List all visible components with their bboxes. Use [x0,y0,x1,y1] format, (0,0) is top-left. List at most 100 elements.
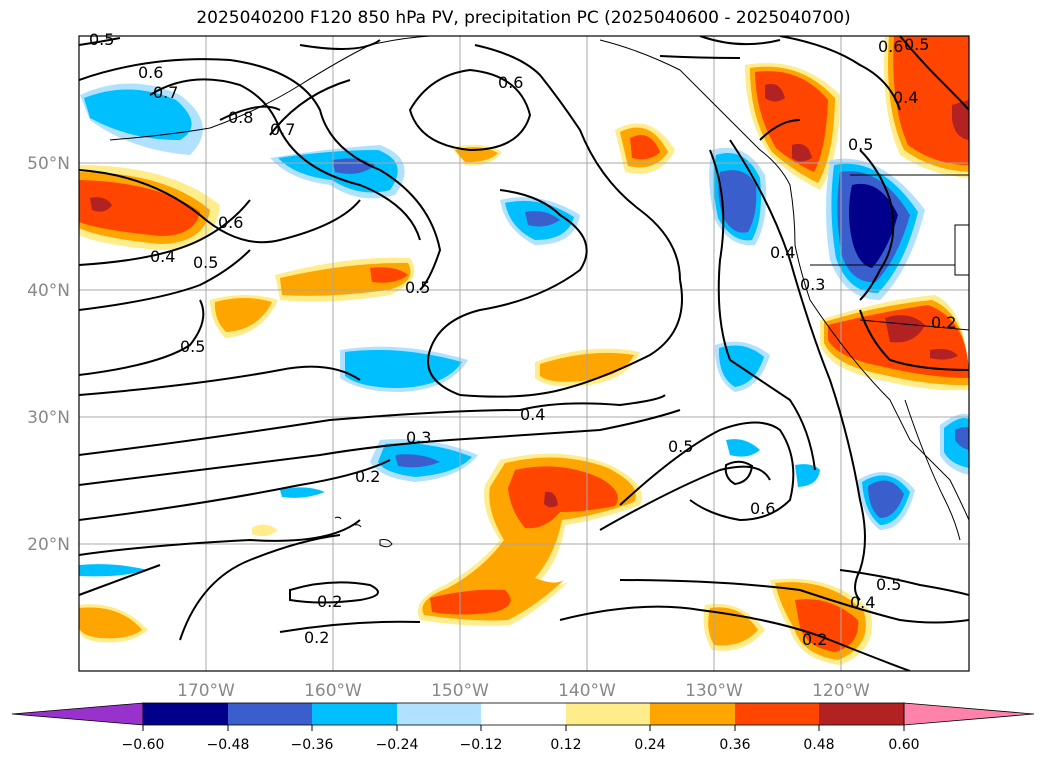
precip-neg-region [395,454,440,468]
colorbar-tick-label: −0.60 [122,737,165,753]
contour-label: 0.5 [89,30,114,49]
lon-label: 150°W [431,681,489,701]
precip-neg-region [84,89,192,140]
colorbar-tick-label: 0.36 [719,737,750,753]
precip-neg-region [79,564,148,577]
contour-label: 0.5 [848,135,873,154]
lat-label: 20°N [27,535,70,555]
colorbar-segment [228,703,312,725]
colorbar-extend-min [11,702,144,726]
lon-label: 130°W [685,681,743,701]
contour-label: 0.5 [876,575,901,594]
contour-label: 0.5 [180,337,205,356]
contour-label: 0.5 [668,437,693,456]
colorbar-segment [312,703,397,725]
lat-label: 40°N [27,281,70,301]
latitude-labels: 50°N 40°N 30°N 20°N [27,154,70,555]
plot-area [79,36,969,671]
precip-neg-region [718,345,764,387]
contour-label: 0.6 [878,37,903,56]
contour-label: 0.2 [317,592,342,611]
precip-neg-region [280,487,325,498]
precip-neg-region [525,211,560,227]
contour-label: 0.4 [520,405,545,424]
contour-label: 0.7 [270,120,295,139]
precip-neg-region [726,439,760,457]
colorbar-segment [819,703,904,725]
precip-pos-region [508,466,618,529]
precip-pos-region [214,298,272,332]
map-frame [78,35,970,672]
precip-pos-region [765,83,785,102]
colorbar-tick-label: −0.12 [460,737,503,753]
precip-pos-region [370,267,408,283]
contour-label: 0.7 [153,83,178,102]
contour-label: 0.4 [893,88,918,107]
contour-label: 0.4 [150,247,175,266]
precip-neg-region [345,349,462,388]
lon-label: 160°W [304,681,362,701]
precip-neg-region [718,170,757,233]
contour-label: 0.5 [904,35,929,54]
colorbar-segment [566,703,650,725]
colorbar-tick-label: −0.36 [291,737,334,753]
lon-label: 170°W [177,681,235,701]
lon-label: 140°W [558,681,616,701]
contour-label: 0.4 [770,243,795,262]
colorbar-tick-label: −0.48 [207,737,250,753]
contour-label: 0.6 [498,73,523,92]
colorbar-segment [650,703,735,725]
precip-pos-region [630,135,660,160]
coastlines [109,36,969,548]
precip-pos-region [792,143,812,162]
precip-pos-region [952,100,969,140]
precip-neg-region [849,183,898,268]
colorbar-tick-label: 0.12 [550,737,581,753]
precip-pos-region [930,348,958,360]
contour-label: 0.5 [405,278,430,297]
colorbar: −0.60 −0.48 −0.36 −0.24 −0.12 0.12 0.24 … [11,702,1035,753]
lon-label: 120°W [812,681,870,701]
precip-neg-region [868,480,904,518]
contour-label: 0.3 [406,428,431,447]
colorbar-segment [735,703,819,725]
precip-neg-region [955,426,969,450]
precip-shading [79,36,969,665]
contour-label: 0.2 [931,313,956,332]
contour-label: 0.6 [218,213,243,232]
contour-label: 0.2 [304,628,329,647]
contour-labels: 0.5 0.6 0.7 0.8 0.7 0.6 0.6 0.5 0.4 0.6 … [89,30,956,649]
contour-label: 0.6 [750,499,775,518]
graticule [79,36,969,671]
precip-pos-region [455,147,498,163]
colorbar-tick-label: 0.24 [634,737,665,753]
map-title: 2025040200 F120 850 hPa PV, precipitatio… [196,8,851,28]
precip-pos-region [885,315,925,343]
colorbar-tick-label: 0.60 [888,737,919,753]
precip-pos-region [544,491,558,508]
precip-pos-region [79,180,200,236]
lat-label: 50°N [27,154,70,174]
longitude-labels: 170°W 160°W 150°W 140°W 130°W 120°W [177,681,870,701]
contour-label: 0.2 [802,630,827,649]
colorbar-extend-max [903,702,1035,726]
precip-neg-region [795,464,820,487]
colorbar-segment [397,703,481,725]
precip-pos-region [79,607,142,639]
precip-pos-region [252,524,278,537]
colorbar-segment [481,703,566,725]
precip-pos-region [430,589,511,615]
colorbar-segment [143,703,228,725]
pv-contours [79,36,969,671]
contour-label: 0.2 [355,467,380,486]
precip-pos-region [90,197,112,212]
contour-label: 0.4 [850,593,875,612]
contour-label: 0.5 [193,253,218,272]
precip-pos-region [893,36,969,165]
contour-label: 0.3 [800,275,825,294]
contour-label: 0.6 [138,63,163,82]
contour-label: 0.8 [228,108,253,127]
colorbar-tick-label: 0.48 [803,737,834,753]
lat-label: 30°N [27,408,70,428]
